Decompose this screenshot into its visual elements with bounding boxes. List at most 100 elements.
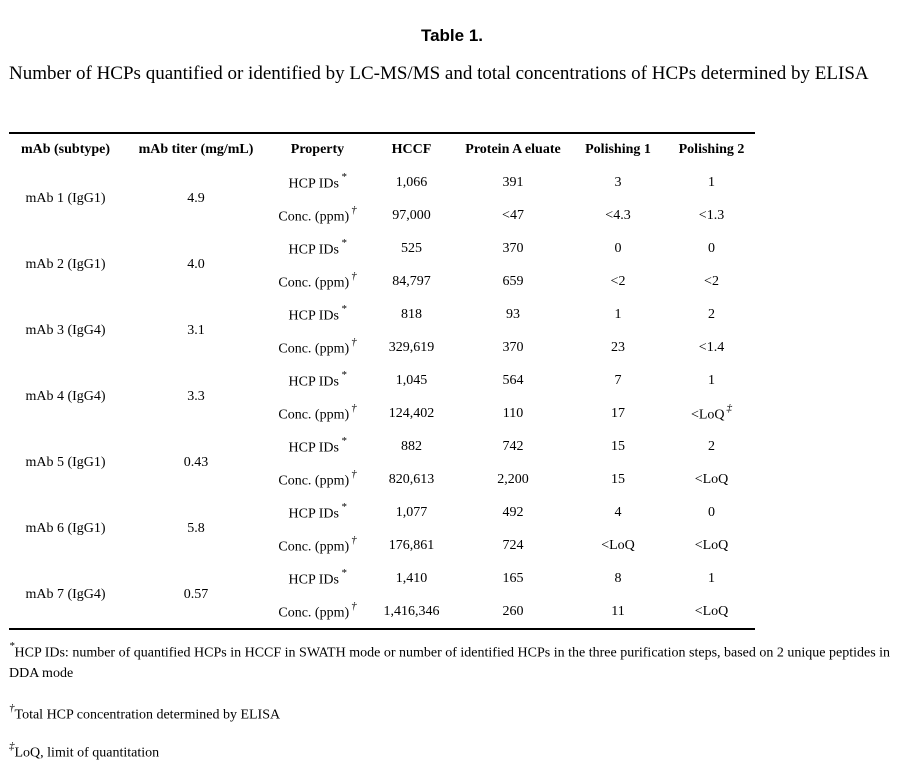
value-cell: 97,000 bbox=[365, 199, 458, 232]
footnote-ids: *HCP IDs: number of quantified HCPs in H… bbox=[9, 638, 894, 684]
value-cell: 492 bbox=[502, 504, 524, 520]
footnote-mark: * bbox=[340, 566, 347, 579]
value-cell: 564 bbox=[502, 372, 524, 388]
value-cell: 0 bbox=[614, 240, 622, 256]
value-cell: 820,613 bbox=[365, 463, 458, 496]
value-text: 724 bbox=[502, 537, 524, 553]
value-cell: 15 bbox=[611, 438, 625, 454]
value-cell: 0 bbox=[708, 504, 715, 520]
value-text: 11 bbox=[611, 603, 625, 619]
value-text: <1.3 bbox=[698, 207, 725, 223]
property-cell: HCP IDs * bbox=[270, 364, 365, 397]
value-cell: 110 bbox=[458, 397, 568, 430]
value-text: <LoQ bbox=[690, 407, 725, 423]
value-cell: 370 bbox=[502, 240, 524, 256]
property-cell: HCP IDs * bbox=[270, 430, 365, 463]
value-cell: 84,797 bbox=[365, 265, 458, 298]
table-row: Conc. (ppm) † 84,797 659 <2 <2 bbox=[9, 265, 755, 298]
table-title: Table 1. bbox=[420, 26, 484, 45]
value-cell: 391 bbox=[502, 174, 524, 190]
table-row: mAb 3 (IgG4) 3.1 HCP IDs * 818 93 1 2 bbox=[9, 298, 755, 338]
property-label: HCP IDs bbox=[288, 440, 339, 456]
property-cell: Conc. (ppm) † bbox=[270, 265, 365, 298]
property-label: HCP IDs bbox=[288, 506, 339, 522]
footnote-mark: * bbox=[340, 170, 347, 183]
value-text: 2,200 bbox=[497, 471, 529, 487]
titer-cell: 3.3 bbox=[187, 389, 205, 404]
footnote-mark: * bbox=[340, 434, 347, 447]
titer-cell: 4.9 bbox=[187, 191, 205, 206]
property-cell: Conc. (ppm) † bbox=[270, 397, 365, 430]
titer-cell: 0.57 bbox=[183, 587, 209, 602]
footnote-elisa: †Total HCP concentration determined by E… bbox=[9, 700, 894, 726]
value-text: <LoQ bbox=[694, 603, 729, 619]
value-text: <LoQ bbox=[694, 537, 729, 553]
value-text: 820,613 bbox=[388, 471, 435, 487]
value-cell: 8 bbox=[614, 570, 622, 586]
value-cell: 7 bbox=[614, 372, 622, 388]
property-cell: HCP IDs * bbox=[270, 166, 365, 199]
value-text: <2 bbox=[610, 273, 626, 289]
property-label: HCP IDs bbox=[288, 572, 339, 588]
value-cell: 4 bbox=[614, 504, 622, 520]
property-label: Conc. (ppm) bbox=[278, 209, 350, 225]
value-cell: 17 bbox=[568, 397, 668, 430]
mab-cell: mAb 1 (IgG1) bbox=[25, 191, 106, 206]
footnote-text: LoQ, limit of quantitation bbox=[14, 745, 160, 761]
col-header-polishing-2: Polishing 2 bbox=[678, 142, 745, 157]
value-cell: <2 bbox=[568, 265, 668, 298]
value-cell: 0 bbox=[708, 240, 715, 256]
footnote-mark: ‡ bbox=[9, 740, 15, 752]
property-label: HCP IDs bbox=[288, 308, 339, 324]
table-row: mAb 5 (IgG1) 0.43 HCP IDs * 882 742 15 2 bbox=[9, 430, 755, 470]
footnote-mark: * bbox=[340, 236, 347, 249]
value-text: 110 bbox=[502, 405, 524, 421]
value-text: <LoQ bbox=[694, 471, 729, 487]
value-text: 15 bbox=[611, 471, 625, 487]
value-text: 97,000 bbox=[392, 207, 431, 223]
footnote-mark: ‡ bbox=[726, 401, 733, 414]
table-row: Conc. (ppm) † 176,861 724 <LoQ <LoQ bbox=[9, 529, 755, 562]
footnote-mark: † bbox=[351, 335, 357, 348]
property-cell: HCP IDs * bbox=[270, 562, 365, 595]
property-cell: Conc. (ppm) † bbox=[270, 331, 365, 364]
value-cell: 1,066 bbox=[395, 174, 428, 190]
footnote-mark: * bbox=[340, 368, 347, 381]
mab-cell: mAb 3 (IgG4) bbox=[25, 323, 106, 338]
property-label: HCP IDs bbox=[288, 176, 339, 192]
value-text: 260 bbox=[502, 603, 524, 619]
mab-cell: mAb 7 (IgG4) bbox=[25, 587, 106, 602]
mab-cell: mAb 2 (IgG1) bbox=[25, 257, 106, 272]
value-cell: 1,045 bbox=[395, 372, 428, 388]
property-label: Conc. (ppm) bbox=[278, 605, 350, 621]
value-cell: <LoQ bbox=[668, 463, 755, 496]
value-cell: 724 bbox=[458, 529, 568, 562]
value-cell: 1 bbox=[614, 306, 622, 322]
value-cell: 165 bbox=[502, 570, 524, 586]
table-row: mAb 4 (IgG4) 3.3 HCP IDs * 1,045 564 7 1 bbox=[9, 364, 755, 404]
value-text: 370 bbox=[502, 339, 524, 355]
value-cell: 1,410 bbox=[395, 570, 428, 586]
value-cell: 93 bbox=[506, 306, 520, 322]
value-text: <2 bbox=[704, 273, 719, 289]
value-text: 23 bbox=[611, 339, 625, 355]
footnote-mark: * bbox=[9, 640, 15, 652]
value-cell: 260 bbox=[458, 595, 568, 629]
value-cell: 176,861 bbox=[365, 529, 458, 562]
mab-cell: mAb 5 (IgG1) bbox=[25, 455, 106, 470]
value-cell: <LoQ bbox=[668, 529, 755, 562]
value-text: <47 bbox=[502, 207, 524, 223]
value-cell: <LoQ bbox=[668, 595, 755, 629]
mab-cell: mAb 6 (IgG1) bbox=[25, 521, 106, 536]
footnote-mark: † bbox=[9, 702, 15, 714]
property-cell: Conc. (ppm) † bbox=[270, 199, 365, 232]
value-cell: 15 bbox=[568, 463, 668, 496]
value-text: 329,619 bbox=[388, 339, 435, 355]
property-cell: HCP IDs * bbox=[270, 496, 365, 529]
mab-cell: mAb 4 (IgG4) bbox=[25, 389, 106, 404]
value-text: 1,416,346 bbox=[383, 603, 440, 619]
footnote-mark: † bbox=[351, 533, 357, 546]
table-row: Conc. (ppm) † 329,619 370 23 <1.4 bbox=[9, 331, 755, 364]
value-cell: <1.3 bbox=[668, 199, 755, 232]
property-label: Conc. (ppm) bbox=[278, 539, 350, 555]
